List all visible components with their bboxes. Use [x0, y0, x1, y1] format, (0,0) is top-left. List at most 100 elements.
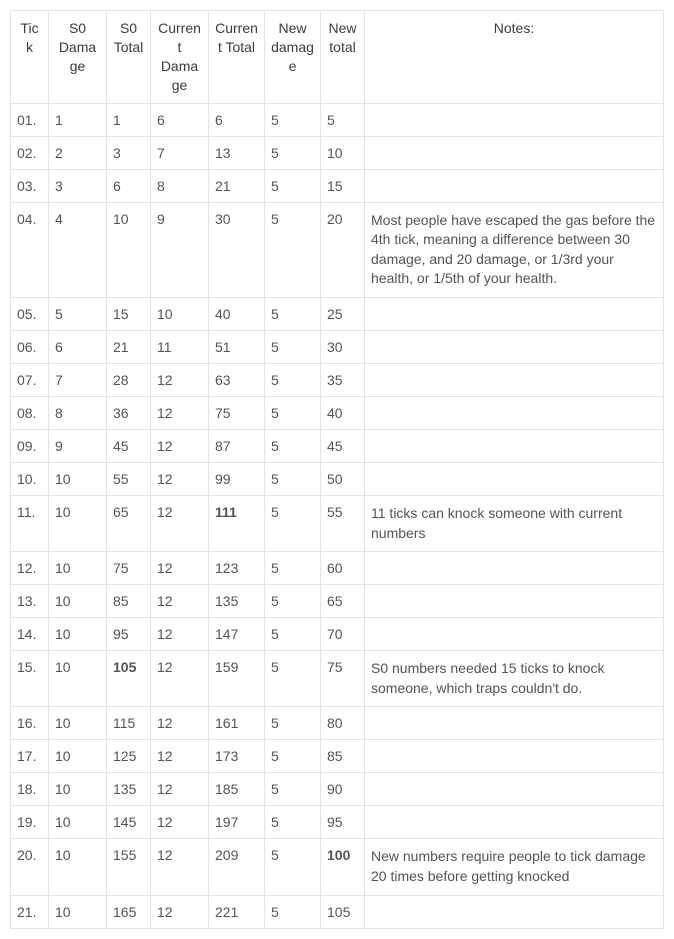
table-row: 03.36821515: [11, 169, 664, 202]
cell-notes: [365, 396, 664, 429]
cell-notes: Most people have escaped the gas before …: [365, 202, 664, 297]
cell-current-damage: 12: [151, 740, 209, 773]
table-body: 01.11665502.2371351003.3682151504.410930…: [11, 103, 664, 928]
cell-tick: 18.: [11, 773, 49, 806]
cell-current-total: 209: [209, 839, 265, 895]
cell-current-damage: 12: [151, 552, 209, 585]
cell-new-damage: 5: [265, 136, 321, 169]
cell-s0-damage: 7: [49, 363, 107, 396]
cell-new-total: 65: [321, 585, 365, 618]
cell-current-total: 221: [209, 895, 265, 928]
cell-notes: [365, 169, 664, 202]
cell-current-damage: 12: [151, 462, 209, 495]
cell-new-damage: 5: [265, 169, 321, 202]
cell-new-damage: 5: [265, 495, 321, 551]
cell-s0-damage: 6: [49, 330, 107, 363]
cell-current-total: 123: [209, 552, 265, 585]
cell-tick: 11.: [11, 495, 49, 551]
cell-new-total: 20: [321, 202, 365, 297]
cell-s0-total: 135: [107, 773, 151, 806]
cell-s0-total: 55: [107, 462, 151, 495]
cell-new-total: 30: [321, 330, 365, 363]
table-row: 11.10651211155511 ticks can knock someon…: [11, 495, 664, 551]
cell-new-damage: 5: [265, 202, 321, 297]
cell-current-total: 173: [209, 740, 265, 773]
cell-s0-total: 28: [107, 363, 151, 396]
cell-current-damage: 6: [151, 103, 209, 136]
col-tick: Tick: [11, 11, 49, 104]
cell-tick: 19.: [11, 806, 49, 839]
cell-current-damage: 12: [151, 707, 209, 740]
cell-s0-total: 10: [107, 202, 151, 297]
table-row: 19.1014512197595: [11, 806, 664, 839]
cell-tick: 04.: [11, 202, 49, 297]
cell-s0-total: 155: [107, 839, 151, 895]
cell-current-total: 87: [209, 429, 265, 462]
cell-tick: 16.: [11, 707, 49, 740]
cell-current-total: 51: [209, 330, 265, 363]
cell-current-damage: 12: [151, 651, 209, 707]
col-s0t: S0 Total: [107, 11, 151, 104]
cell-new-damage: 5: [265, 740, 321, 773]
cell-s0-total: 85: [107, 585, 151, 618]
table-row: 21.10165122215105: [11, 895, 664, 928]
col-ct: Current Total: [209, 11, 265, 104]
cell-notes: [365, 462, 664, 495]
cell-current-damage: 12: [151, 585, 209, 618]
table-row: 20.10155122095100New numbers require peo…: [11, 839, 664, 895]
cell-notes: [365, 103, 664, 136]
cell-current-total: 6: [209, 103, 265, 136]
table-row: 17.1012512173585: [11, 740, 664, 773]
col-cd: Current Damage: [151, 11, 209, 104]
cell-new-damage: 5: [265, 429, 321, 462]
cell-new-total: 60: [321, 552, 365, 585]
cell-notes: [365, 552, 664, 585]
cell-s0-total: 165: [107, 895, 151, 928]
cell-notes: [365, 330, 664, 363]
cell-s0-damage: 10: [49, 552, 107, 585]
cell-s0-damage: 10: [49, 707, 107, 740]
cell-new-total: 100: [321, 839, 365, 895]
cell-current-total: 75: [209, 396, 265, 429]
cell-current-damage: 10: [151, 297, 209, 330]
cell-new-total: 35: [321, 363, 365, 396]
cell-s0-damage: 3: [49, 169, 107, 202]
cell-notes: [365, 895, 664, 928]
cell-new-damage: 5: [265, 651, 321, 707]
cell-new-total: 40: [321, 396, 365, 429]
cell-current-total: 99: [209, 462, 265, 495]
cell-notes: 11 ticks can knock someone with current …: [365, 495, 664, 551]
cell-s0-damage: 8: [49, 396, 107, 429]
table-row: 15.1010512159575S0 numbers needed 15 tic…: [11, 651, 664, 707]
cell-current-damage: 12: [151, 773, 209, 806]
cell-s0-total: 125: [107, 740, 151, 773]
cell-tick: 02.: [11, 136, 49, 169]
cell-s0-damage: 10: [49, 495, 107, 551]
cell-new-damage: 5: [265, 462, 321, 495]
cell-current-total: 197: [209, 806, 265, 839]
cell-s0-total: 3: [107, 136, 151, 169]
cell-notes: [365, 585, 664, 618]
cell-new-total: 95: [321, 806, 365, 839]
cell-tick: 05.: [11, 297, 49, 330]
table-row: 10.10551299550: [11, 462, 664, 495]
cell-new-damage: 5: [265, 707, 321, 740]
cell-s0-damage: 10: [49, 462, 107, 495]
cell-new-damage: 5: [265, 396, 321, 429]
cell-s0-damage: 2: [49, 136, 107, 169]
cell-notes: New numbers require people to tick damag…: [365, 839, 664, 895]
cell-tick: 08.: [11, 396, 49, 429]
table-row: 05.5151040525: [11, 297, 664, 330]
cell-tick: 13.: [11, 585, 49, 618]
cell-s0-damage: 9: [49, 429, 107, 462]
cell-notes: [365, 363, 664, 396]
cell-s0-total: 95: [107, 618, 151, 651]
table-row: 09.9451287545: [11, 429, 664, 462]
col-nd: New damage: [265, 11, 321, 104]
cell-s0-total: 6: [107, 169, 151, 202]
table-row: 06.6211151530: [11, 330, 664, 363]
damage-table: Tick S0 Damage S0 Total Current Damage C…: [10, 10, 664, 929]
table-row: 07.7281263535: [11, 363, 664, 396]
cell-new-total: 45: [321, 429, 365, 462]
cell-s0-total: 21: [107, 330, 151, 363]
